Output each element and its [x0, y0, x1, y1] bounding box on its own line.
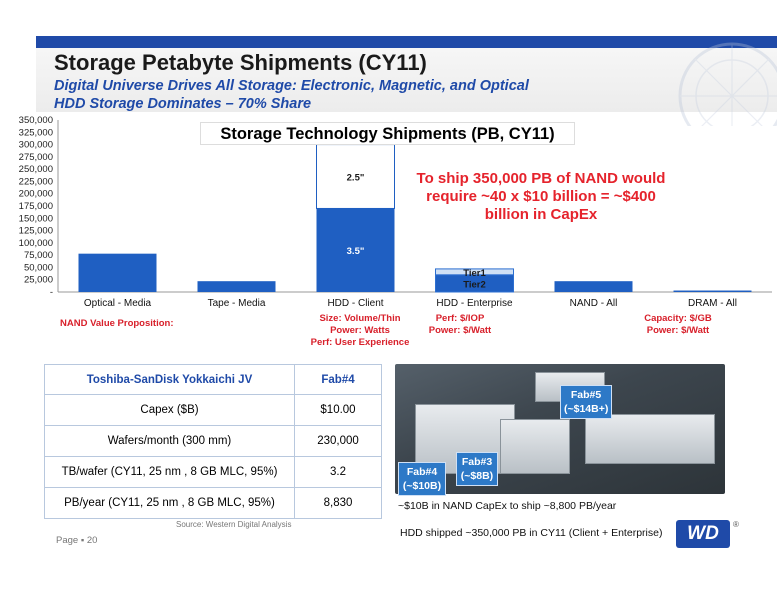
bar-segment-label: 2.5": [347, 173, 365, 184]
header-bar: [36, 36, 777, 48]
x-tick-label: HDD - Client: [327, 298, 383, 309]
fab4-label: Fab#4 (~$10B): [398, 462, 446, 496]
y-tick-label: 200,000: [19, 189, 53, 200]
y-tick-label: 350,000: [19, 115, 53, 126]
ferris-wheel-graphic: [678, 42, 777, 126]
value-prop-hdd-client: Size: Volume/Thin Power: Watts Perf: Use…: [300, 313, 420, 349]
bar-value: [197, 281, 276, 292]
table-row: TB/wafer (CY11, 25 nm , 8 GB MLC, 95%) 3…: [44, 456, 382, 488]
y-tick-label: 50,000: [24, 262, 53, 273]
y-tick-label: 25,000: [24, 275, 53, 286]
table-cell: Wafers/month (300 mm): [44, 425, 295, 457]
fab3-label: Fab#3 (~$8B): [456, 452, 498, 486]
page-title: Storage Petabyte Shipments (CY11): [54, 50, 427, 75]
value-prop-line: Perf: User Experience: [310, 337, 410, 348]
table-cell: PB/year (CY11, 25 nm , 8 GB MLC, 95%): [44, 487, 295, 519]
bar-segment-label: Tier2: [463, 279, 486, 290]
shipped-caption: HDD shipped ~350,000 PB in CY11 (Client …: [400, 527, 663, 539]
wd-logo: WD: [676, 520, 730, 548]
fab-label-line: Fab#4: [406, 466, 438, 478]
bar-value: [554, 281, 633, 292]
bar-segment: [316, 208, 395, 292]
y-tick-label: 125,000: [19, 226, 53, 237]
fab5-label: Fab#5 (~$14B+): [560, 385, 612, 419]
bar-value: [78, 253, 157, 292]
fab-label-line: (~$8B): [460, 470, 494, 482]
y-tick-label: 175,000: [19, 201, 53, 212]
bar-value: [673, 290, 752, 292]
table-cell: 230,000: [294, 425, 382, 457]
table-cell: 3.2: [294, 456, 382, 488]
table-cell: $10.00: [294, 394, 382, 426]
bar-segment-label: Tier1: [463, 268, 486, 279]
shipments-chart: 350,000 325,000 300,000 275,000 250,000 225,0…: [0, 110, 777, 350]
x-tick-label: DRAM - All: [688, 298, 737, 309]
fab-label-line: Fab#5: [570, 389, 602, 401]
x-tick-label: Tape - Media: [208, 298, 266, 309]
page-subtitle-2: HDD Storage Dominates – 70% Share: [54, 96, 312, 112]
table-header-cell: Fab#4: [294, 364, 382, 395]
table-cell: 8,830: [294, 487, 382, 519]
table-row: PB/year (CY11, 25 nm , 8 GB MLC, 95%) 8,…: [44, 487, 382, 519]
y-tick-label: 225,000: [19, 176, 53, 187]
bar-segment: [316, 144, 395, 209]
table-cell: TB/wafer (CY11, 25 nm , 8 GB MLC, 95%): [44, 456, 295, 488]
fab5-building: [585, 414, 715, 464]
y-tick-label: 150,000: [19, 213, 53, 224]
x-tick-label: HDD - Enterprise: [436, 298, 513, 309]
chart-title: Storage Technology Shipments (PB, CY11): [200, 122, 575, 145]
value-prop-line: Size: Volume/Thin: [319, 313, 401, 324]
value-prop-line: Power: Watts: [330, 325, 390, 336]
table-cell: Capex ($B): [44, 394, 295, 426]
fab-label-line: (~$14B+): [564, 403, 609, 415]
title-band: [36, 48, 777, 112]
registered-mark: ®: [733, 520, 739, 529]
chart-annotation: To ship 350,000 PB of NAND would require…: [416, 170, 666, 223]
y-tick-label: 100,000: [19, 238, 53, 249]
fab-table: Toshiba-SanDisk Yokkaichi JV Fab#4 Capex…: [44, 364, 382, 519]
value-prop-line: Perf: $/IOP: [435, 313, 485, 324]
table-header-cell: Toshiba-SanDisk Yokkaichi JV: [44, 364, 295, 395]
y-tick-label: 250,000: [19, 164, 53, 175]
table-row: Capex ($B) $10.00: [44, 394, 382, 426]
value-prop-line: Capacity: $/GB: [644, 313, 712, 324]
y-tick-label: 275,000: [19, 152, 53, 163]
value-prop-hdd-enterprise: Perf: $/IOP Power: $/Watt: [412, 313, 508, 337]
page-number: Page ▪ 20: [56, 535, 98, 546]
value-prop-line: Power: $/Watt: [428, 325, 492, 336]
bar-segment: [435, 268, 514, 276]
value-prop-dram: Capacity: $/GB Power: $/Watt: [630, 313, 726, 337]
y-tick-label: 300,000: [19, 140, 53, 151]
bar-segment-label: 3.5": [347, 246, 365, 257]
page-subtitle-1: Digital Universe Drives All Storage: Ele…: [54, 78, 529, 94]
fab3-building: [500, 419, 570, 474]
fab-label-line: Fab#3: [461, 456, 493, 468]
table-row: Wafers/month (300 mm) 230,000: [44, 425, 382, 457]
table-header-row: Toshiba-SanDisk Yokkaichi JV Fab#4: [44, 364, 382, 395]
y-tick-label: 75,000: [24, 250, 53, 261]
source-note: Source: Western Digital Analysis: [176, 520, 292, 529]
value-prop-line: Power: $/Watt: [646, 325, 710, 336]
y-tick-label: 325,000: [19, 127, 53, 138]
fab-label-line: (~$10B): [402, 480, 442, 492]
value-prop-label: NAND Value Proposition:: [60, 318, 174, 329]
x-tick-label: Optical - Media: [84, 298, 152, 309]
x-tick-label: NAND - All: [570, 298, 618, 309]
capex-caption: ~$10B in NAND CapEx to ship ~8,800 PB/ye…: [398, 500, 617, 512]
y-tick-label: -: [50, 287, 53, 298]
